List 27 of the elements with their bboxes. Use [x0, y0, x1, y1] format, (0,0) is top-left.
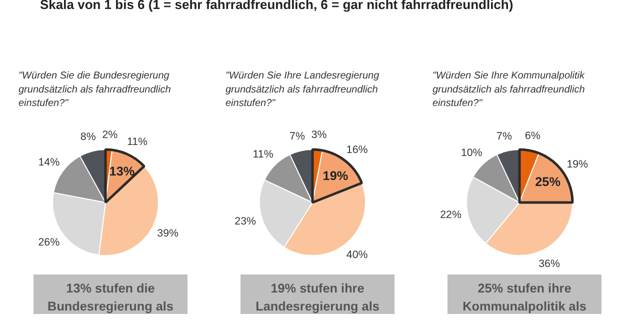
data-label: 3% — [311, 128, 328, 141]
data-label: 26% — [38, 236, 60, 248]
text: 25% — [535, 174, 560, 189]
text: 13% stufen die Bundesregierung als — [48, 282, 174, 314]
data-label: 10% — [460, 147, 483, 160]
data-label: 14% — [38, 156, 60, 169]
data-label: 36% — [538, 258, 560, 270]
data-label: 7% — [290, 130, 306, 142]
text: 25% stufen ihre Kommunalpolitik als — [462, 282, 586, 314]
text: 13% — [109, 164, 135, 179]
data-label: 39% — [157, 227, 180, 240]
data-label: 16% — [346, 144, 368, 156]
chart-title: "Würden Sie Ihre Kommunalpolitik grundsätzlich als fahrradfreundlich einstufen?" — [432, 70, 586, 109]
text: 19% — [322, 169, 348, 184]
data-label: 11% — [252, 148, 274, 161]
data-label: 7% — [496, 130, 512, 142]
text: 19% stufen ihre Landesregierung als — [256, 282, 380, 314]
data-label: 23% — [234, 215, 257, 228]
data-label: 22% — [440, 209, 462, 222]
data-label: 2% — [102, 128, 118, 141]
data-label: 6% — [524, 130, 541, 142]
chart-title: "Würden Sie Ihre Landesregierung grundsätzlich als fahrradfreundlich einstufen?" — [226, 70, 380, 109]
data-label: 11% — [126, 136, 148, 148]
data-label: 40% — [346, 248, 368, 261]
chart-title: "Würden Sie die Bundesregierung grundsätzlich als fahrradfreundlich einstufen?" — [18, 70, 172, 109]
data-label: 19% — [566, 158, 589, 170]
data-label: 8% — [80, 130, 96, 143]
